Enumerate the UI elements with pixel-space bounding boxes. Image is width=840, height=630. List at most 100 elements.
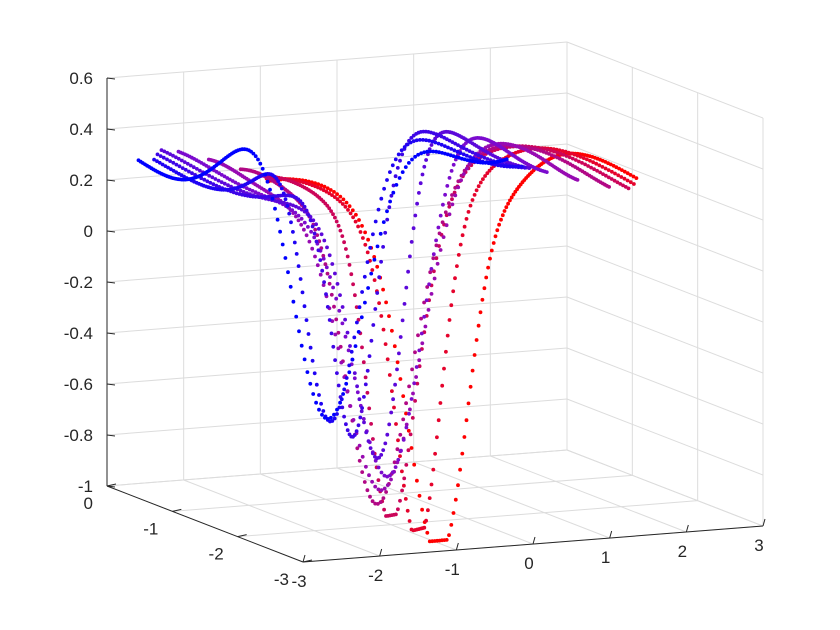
scatter-point bbox=[285, 204, 290, 208]
scatter-point bbox=[360, 345, 364, 350]
scatter-point bbox=[335, 371, 339, 375]
scatter-point bbox=[434, 238, 438, 243]
scatter-point bbox=[614, 165, 619, 170]
scatter-point bbox=[444, 538, 449, 542]
scatter-point bbox=[569, 151, 574, 156]
scatter-point bbox=[436, 225, 441, 230]
scatter-point bbox=[198, 168, 202, 173]
scatter-point bbox=[367, 406, 372, 411]
scatter-point bbox=[319, 401, 323, 406]
scatter-point bbox=[321, 409, 326, 413]
scatter-point bbox=[158, 154, 163, 159]
scatter-point bbox=[425, 149, 430, 154]
scatter-point bbox=[331, 285, 335, 290]
scatter-point bbox=[314, 382, 319, 387]
scatter-point bbox=[464, 418, 469, 423]
y-tick-mark bbox=[172, 508, 182, 512]
z-tick-mark bbox=[106, 128, 116, 131]
scatter-point bbox=[276, 179, 281, 184]
scatter-point bbox=[422, 150, 427, 155]
scatter-point bbox=[622, 169, 627, 174]
scatter-point bbox=[376, 207, 381, 212]
scatter-point bbox=[313, 227, 318, 232]
scatter-point bbox=[299, 343, 304, 348]
y-tick-mark bbox=[237, 534, 247, 538]
scatter-point bbox=[393, 157, 398, 162]
scatter-point bbox=[405, 142, 410, 147]
scatter-point bbox=[256, 191, 261, 196]
scatter-point bbox=[514, 164, 518, 169]
scatter-point bbox=[358, 415, 363, 420]
scatter-point bbox=[575, 178, 580, 182]
scatter-point bbox=[345, 389, 350, 394]
scatter-point bbox=[398, 454, 402, 458]
scatter-point bbox=[384, 490, 388, 494]
scatter-point bbox=[332, 195, 337, 200]
floor-gridline-y bbox=[237, 500, 698, 538]
scatter-point bbox=[348, 344, 352, 348]
scatter-point bbox=[451, 289, 456, 294]
scatter-point bbox=[301, 180, 306, 185]
scatter-point bbox=[354, 212, 358, 217]
scatter-point bbox=[446, 145, 450, 150]
side-wall-gridline-z bbox=[566, 92, 764, 170]
scatter-point bbox=[350, 357, 355, 362]
scatter-point bbox=[414, 138, 419, 143]
z-tick-mark bbox=[106, 179, 116, 182]
scatter-point bbox=[431, 149, 436, 154]
scatter-point bbox=[332, 304, 336, 309]
scatter-point bbox=[478, 310, 483, 315]
scatter-point bbox=[369, 271, 374, 276]
scatter-point bbox=[314, 239, 319, 244]
z-tick-label: 0 bbox=[84, 222, 93, 241]
scatter-point bbox=[493, 234, 498, 239]
floor-gridline-x bbox=[490, 455, 687, 533]
back-wall-gridline-z bbox=[106, 347, 568, 385]
data-points bbox=[136, 129, 639, 544]
scatter-point bbox=[302, 204, 307, 209]
scatter-point bbox=[567, 155, 572, 160]
scatter-point bbox=[415, 201, 419, 206]
scatter-point bbox=[417, 493, 422, 498]
scatter-point bbox=[253, 154, 258, 159]
scatter-point bbox=[585, 157, 589, 162]
scatter-point bbox=[312, 231, 317, 236]
scatter-point bbox=[348, 404, 353, 408]
scatter-point bbox=[342, 387, 347, 392]
scatter-point bbox=[452, 190, 457, 195]
scatter-point bbox=[397, 351, 401, 356]
scatter-point bbox=[368, 245, 373, 250]
scatter-point bbox=[370, 499, 375, 504]
scatter-point bbox=[338, 199, 342, 204]
scatter-point bbox=[351, 418, 356, 422]
back-wall-gridline-z bbox=[106, 194, 568, 232]
scatter-point bbox=[270, 196, 275, 201]
scatter-point bbox=[320, 412, 324, 417]
scatter-point bbox=[424, 158, 428, 162]
scatter-point bbox=[256, 157, 260, 162]
scatter-point bbox=[440, 151, 444, 155]
scatter-point bbox=[379, 196, 384, 201]
scatter-point bbox=[407, 384, 411, 389]
scatter-point bbox=[360, 470, 365, 474]
scatter-point bbox=[423, 324, 428, 329]
scatter-point bbox=[347, 363, 352, 368]
scatter-point bbox=[258, 161, 263, 166]
scatter-point bbox=[383, 230, 388, 235]
scatter-point bbox=[581, 156, 586, 161]
scatter-point bbox=[572, 152, 577, 157]
scatter-point bbox=[545, 147, 550, 152]
scatter-point bbox=[312, 371, 317, 376]
scatter-point bbox=[485, 157, 490, 161]
scatter-point bbox=[390, 163, 395, 168]
scatter-point bbox=[467, 149, 472, 154]
scatter-point bbox=[449, 303, 454, 308]
scatter-point bbox=[447, 201, 451, 206]
back-wall-gridline-z bbox=[106, 398, 568, 436]
scatter-point bbox=[420, 507, 424, 512]
scatter-point bbox=[440, 383, 445, 388]
scatter-point bbox=[282, 200, 286, 205]
scatter-point bbox=[409, 136, 414, 140]
scatter-point bbox=[157, 160, 162, 165]
scatter-point bbox=[390, 328, 394, 333]
